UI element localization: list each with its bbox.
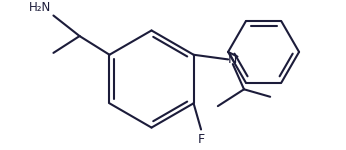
Text: F: F — [198, 133, 204, 146]
Text: N: N — [228, 53, 237, 66]
Text: H₂N: H₂N — [28, 1, 51, 14]
